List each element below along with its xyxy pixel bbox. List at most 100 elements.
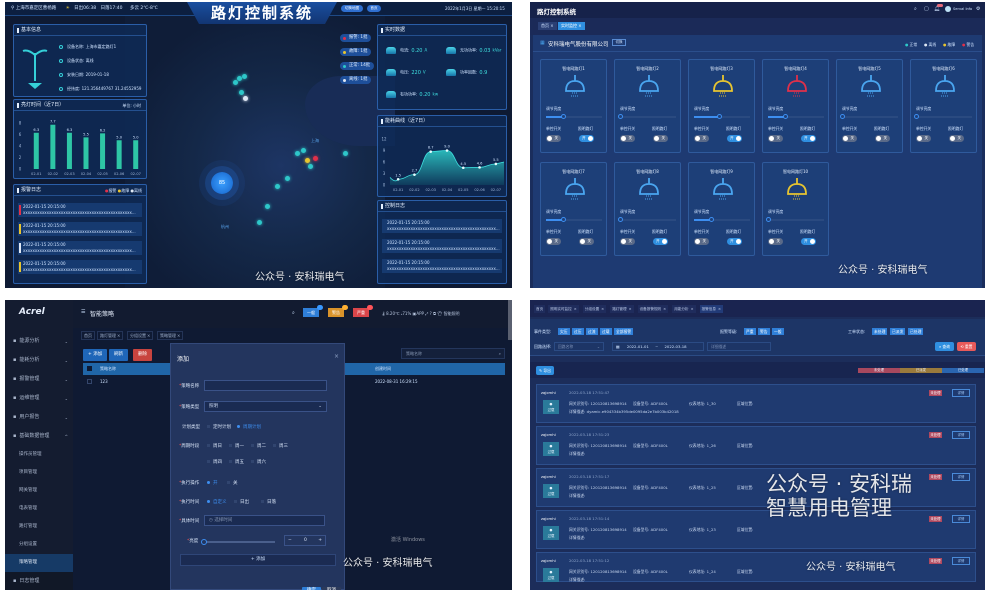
close-icon[interactable]: × [117, 333, 121, 338]
detail-button[interactable]: 详情 [952, 389, 970, 397]
tab-realtime-monitor[interactable]: 实时监控 × [558, 22, 585, 30]
map-marker[interactable] [257, 220, 262, 225]
lighting-toggle[interactable]: 开 [801, 238, 816, 245]
add-row-button[interactable]: + 添加 [180, 554, 336, 566]
single-control-toggle[interactable]: 关 [620, 238, 635, 245]
brightness-slider[interactable] [694, 114, 750, 119]
lamp-card[interactable]: 智电网路灯3 调节亮度 单控开关 照明路灯关 开 [688, 59, 755, 153]
row-checkbox[interactable] [87, 379, 92, 384]
single-control-toggle[interactable]: 关 [768, 238, 783, 245]
breadcrumb-tab[interactable]: 首页 [534, 305, 546, 313]
single-control-toggle[interactable]: 关 [916, 135, 931, 142]
alert-badge[interactable]: 严重 [353, 305, 373, 317]
sidebar-item[interactable]: ▪ 能源分析 ⌄ [5, 332, 73, 351]
map-marker[interactable] [295, 151, 300, 156]
slider-handle[interactable] [560, 114, 566, 119]
cancel-button[interactable]: 取消 [322, 587, 341, 590]
status-filter-pill[interactable]: 离线: 1批 [340, 76, 372, 84]
map-marker[interactable] [237, 76, 242, 81]
radio-action-off[interactable]: 关 [227, 480, 238, 486]
tab-home[interactable]: 首页 × [538, 22, 557, 30]
sidebar-item[interactable]: ▪ 运维管理 ⌄ [5, 389, 73, 408]
close-icon[interactable]: × [663, 307, 667, 311]
close-icon[interactable]: × [690, 307, 694, 311]
select-all-checkbox[interactable] [87, 366, 92, 371]
day-checkbox[interactable]: 周一 [229, 443, 244, 449]
home-button[interactable]: 首页 [367, 5, 381, 12]
lamp-card[interactable]: 智电网路灯5 调节亮度 单控开关 照明路灯关 关 [836, 59, 903, 153]
date-to[interactable]: 2022-03-18 [664, 344, 687, 349]
breadcrumb-tab[interactable]: 路灯管理× [610, 305, 634, 313]
lighting-toggle[interactable]: 关 [875, 135, 890, 142]
radio-sunset[interactable]: 日落 [261, 499, 276, 505]
reset-button[interactable]: ⟲ 重置 [957, 342, 976, 351]
radio-cycle-plan[interactable]: 周期计划 [237, 424, 261, 430]
map[interactable]: 85 上海 杭州 [125, 16, 395, 288]
radio-sunrise[interactable]: 日出 [234, 499, 249, 505]
day-checkbox[interactable]: 周五 [229, 459, 244, 465]
event-type-tag[interactable]: 过流 [586, 328, 598, 335]
search-icon[interactable]: ⌕ [498, 351, 501, 356]
lighting-toggle[interactable]: 开 [653, 238, 668, 245]
lamp-card[interactable]: 智电网路灯8 调节亮度 单控开关 照明路灯关 开 [614, 162, 681, 256]
slider-handle[interactable] [618, 217, 623, 222]
day-checkbox[interactable]: 周日 [207, 443, 222, 449]
alert-badge[interactable]: 警告 [328, 305, 348, 317]
lighting-toggle[interactable]: 关 [653, 135, 668, 142]
close-icon[interactable]: × [717, 307, 721, 311]
map-marker[interactable] [305, 158, 310, 163]
copy-icon[interactable]: ⧉ [433, 311, 436, 316]
export-button[interactable]: ✎ 导出 [536, 366, 554, 375]
column-header-name[interactable]: 策略名称 [100, 366, 116, 371]
alarm-log-item[interactable]: 2022-01-15 20:15:00 xxxxxxxxxxxxxxxxxxxxx… [18, 222, 142, 236]
brightness-slider[interactable] [618, 217, 676, 222]
lighting-toggle[interactable]: 开 [727, 238, 742, 245]
single-control-toggle[interactable]: 关 [842, 135, 857, 142]
help-icon[interactable]: ? [429, 311, 432, 316]
close-icon[interactable]: × [601, 307, 605, 311]
map-marker[interactable] [313, 156, 318, 161]
close-icon[interactable]: × [573, 307, 577, 311]
breadcrumb-tab[interactable]: 分组设置× [582, 305, 607, 313]
brightness-slider[interactable] [201, 539, 275, 545]
map-marker[interactable] [265, 204, 270, 209]
status-filter-pill[interactable]: 故障: 1批 [340, 48, 372, 56]
detail-button[interactable]: 详情 [952, 431, 970, 439]
settings-icon[interactable]: ⚙ [976, 6, 981, 12]
alert-badge[interactable]: 一般 [303, 305, 323, 317]
avatar[interactable] [945, 6, 951, 12]
slider-handle[interactable] [708, 217, 714, 222]
day-checkbox[interactable]: 周六 [251, 459, 266, 465]
lamp-card[interactable]: 智电网路灯1 调节亮度 单控开关 照明路灯关 开 [540, 59, 607, 153]
sidebar-subitem[interactable]: 路灯管理 [5, 518, 73, 536]
ok-button[interactable]: 确定 [302, 587, 321, 590]
brightness-slider[interactable] [768, 114, 824, 119]
breadcrumb-tab[interactable]: 设备报警规则 × [637, 305, 669, 313]
alarm-list-item[interactable]: zqjcmhi 2022-03-18 17:51:47 ● 过载 网关识别号: 1201… [536, 384, 976, 423]
sidebar-subitem[interactable]: 操作员管理 [5, 446, 73, 464]
alarm-level-tag[interactable]: 严重 [744, 328, 756, 335]
decrement-button[interactable]: − [288, 538, 292, 543]
sidebar-item[interactable]: ▪ 基础数据管理 ^ [5, 427, 73, 446]
loop-select[interactable]: 回路名称 ⌄ [554, 342, 604, 351]
date-range-picker[interactable]: ▦ 2022-01-01 ~ 2022-03-18 [612, 342, 704, 351]
day-checkbox[interactable]: 周四 [207, 459, 222, 465]
search-icon[interactable]: ⌕ [292, 310, 295, 316]
fullscreen-icon[interactable]: ▢ [924, 6, 929, 12]
username[interactable]: Serval Info [953, 7, 973, 11]
event-type-tag[interactable]: 欠压 [558, 328, 570, 335]
control-log-item[interactable]: 2022-01-15 20:15:00 xxxxxxxxxxxxxxxxxxxxx… [382, 219, 502, 233]
search-input[interactable]: 策略名称 ⌕ [401, 348, 505, 359]
switch-map-button[interactable]: 切换地图 [341, 5, 363, 12]
refresh-button[interactable]: 刷新 [109, 349, 128, 361]
app-link[interactable]: APP [416, 311, 424, 316]
lighting-toggle[interactable]: 开 [727, 135, 742, 142]
lamp-card[interactable]: 智电网路灯2 调节亮度 单控开关 照明路灯关 关 [614, 59, 681, 153]
menu-toggle-icon[interactable]: ☰ [81, 309, 86, 315]
control-log-item[interactable]: 2022-01-15 20:15:00 xxxxxxxxxxxxxxxxxxxxx… [382, 239, 502, 253]
day-checkbox[interactable]: 周二 [251, 443, 266, 449]
bell-icon[interactable]: 🔔︎ [934, 4, 943, 12]
close-icon[interactable]: × [333, 353, 339, 360]
lamp-card[interactable]: 智电网路灯7 调节亮度 单控开关 照明路灯关 关 [540, 162, 607, 256]
user-name[interactable]: 智能照明 [443, 311, 460, 316]
